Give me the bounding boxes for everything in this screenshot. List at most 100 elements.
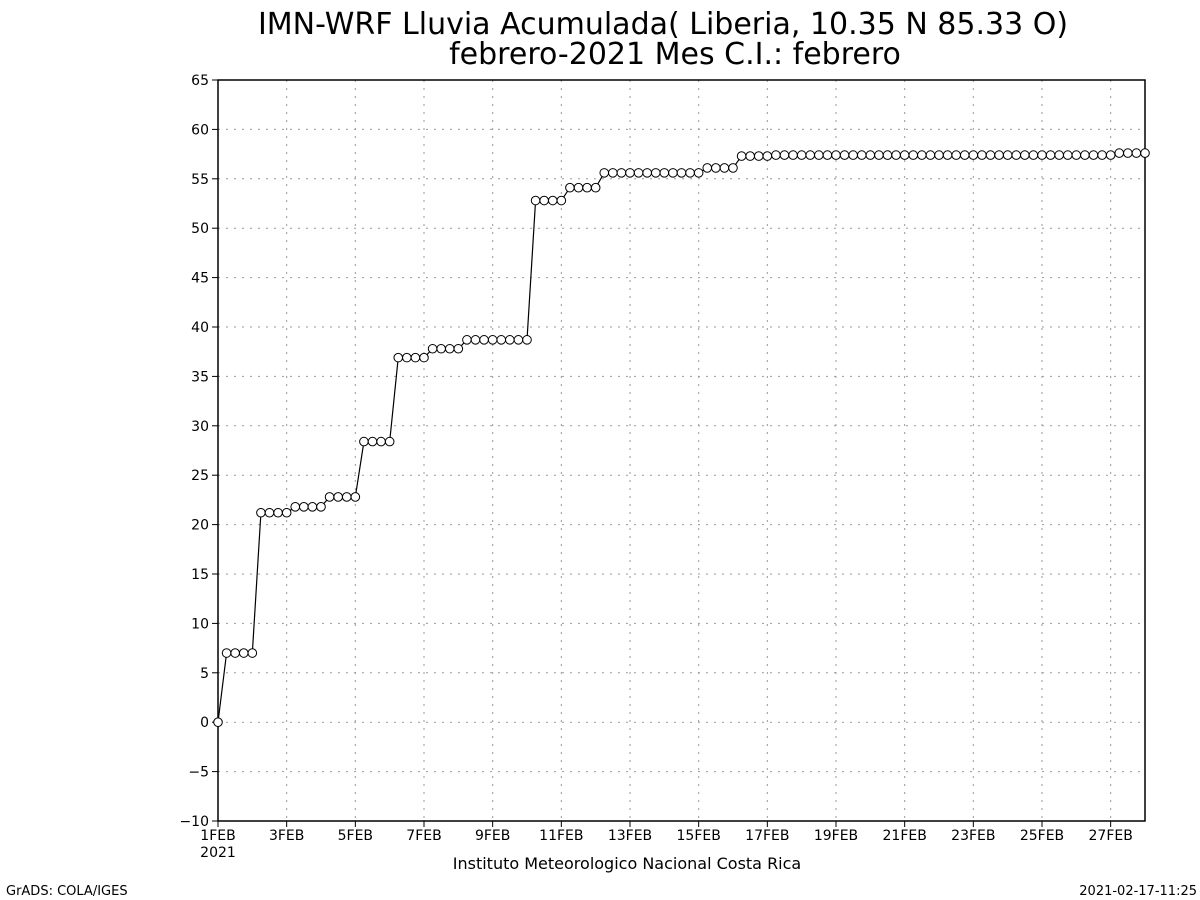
data-point [565, 182, 575, 193]
x-tick-label: 1FEB [200, 828, 235, 844]
x-tick-label: 27FEB [1089, 828, 1133, 844]
x-tick-label: 25FEB [1020, 828, 1064, 844]
data-series [213, 148, 1150, 728]
data-point [633, 168, 644, 178]
x-tick-label: 23FEB [951, 828, 995, 844]
data-point [444, 343, 455, 354]
data-point [213, 717, 223, 728]
data-point [882, 150, 893, 160]
data-point [1045, 150, 1056, 160]
y-tick-label: 50 [191, 221, 209, 237]
data-point [753, 151, 764, 161]
data-point [814, 150, 824, 160]
data-point [1080, 150, 1090, 160]
x-tick-sublabel: 2021 [200, 845, 236, 861]
data-point [616, 168, 627, 178]
data-point [736, 151, 747, 161]
data-point [1020, 150, 1030, 160]
chart-title: IMN-WRF Lluvia Acumulada( Liberia, 10.35… [258, 7, 1068, 42]
data-point [230, 648, 240, 658]
data-point [530, 195, 541, 206]
x-tick-label: 13FEB [608, 828, 652, 844]
data-point [925, 150, 936, 160]
data-point [917, 150, 927, 160]
data-point [1123, 148, 1133, 158]
rainfall-line [217, 152, 1145, 723]
x-tick-label: 9FEB [475, 828, 510, 844]
y-tick-label: 0 [200, 715, 209, 731]
data-point [350, 492, 361, 502]
data-point [333, 492, 343, 502]
x-tick-label: 19FEB [814, 828, 858, 844]
data-point [513, 335, 524, 345]
y-tick-label: 65 [191, 73, 209, 89]
y-tick-label: 15 [191, 567, 209, 583]
data-point [659, 168, 670, 178]
data-point [856, 150, 867, 160]
chart-subtitle: febrero-2021 Mes C.I.: febrero [449, 37, 901, 72]
data-point [805, 150, 816, 160]
data-point [599, 168, 610, 178]
data-point [608, 168, 618, 178]
data-point [1054, 150, 1064, 160]
data-point [1037, 150, 1047, 160]
y-tick-label: 55 [191, 172, 209, 188]
data-point [968, 150, 979, 160]
data-point [771, 150, 781, 160]
data-point [1140, 148, 1150, 158]
data-point [281, 507, 292, 518]
data-point [256, 507, 266, 518]
software-label: GrADS: COLA/IGES [6, 884, 128, 899]
data-point [762, 151, 773, 161]
x-tick-label: 15FEB [677, 828, 721, 844]
data-point [1131, 148, 1142, 158]
y-tick-label: 35 [191, 369, 209, 385]
data-point [522, 335, 532, 345]
institution-label: Instituto Meteorologico Nacional Costa R… [453, 854, 801, 873]
data-point [779, 150, 790, 160]
data-point [410, 352, 421, 363]
axes [212, 79, 1146, 827]
data-point [290, 502, 301, 512]
data-point [899, 150, 910, 160]
data-point [934, 150, 944, 160]
data-point [796, 150, 807, 160]
data-point [427, 343, 438, 354]
data-point [874, 150, 884, 160]
grid-lines [218, 80, 1145, 821]
data-point [985, 150, 996, 160]
data-point [307, 502, 318, 512]
data-point [839, 150, 850, 160]
data-point [1114, 148, 1125, 158]
data-point [487, 335, 498, 345]
data-point [384, 436, 395, 447]
data-point [650, 168, 661, 178]
data-point [959, 150, 970, 160]
data-point [685, 168, 695, 178]
data-point [247, 648, 258, 658]
data-point [1105, 150, 1116, 160]
data-point [625, 168, 635, 178]
data-point [1071, 150, 1082, 160]
data-point [728, 163, 738, 173]
data-point [1028, 150, 1039, 160]
y-tick-label: 25 [191, 468, 209, 484]
data-point [273, 507, 283, 518]
data-point [908, 150, 919, 160]
data-point [402, 352, 412, 363]
data-point [1097, 150, 1107, 160]
data-point [1002, 150, 1013, 160]
y-tick-label: −10 [179, 814, 209, 830]
x-tick-label: 3FEB [269, 828, 304, 844]
data-point [299, 502, 309, 512]
data-point [221, 648, 232, 658]
data-point [436, 343, 446, 354]
data-point [547, 195, 558, 206]
data-point [668, 168, 678, 178]
data-point [693, 168, 704, 178]
x-tick-label: 5FEB [338, 828, 373, 844]
x-tick-label: 11FEB [539, 828, 583, 844]
data-point [419, 352, 429, 363]
